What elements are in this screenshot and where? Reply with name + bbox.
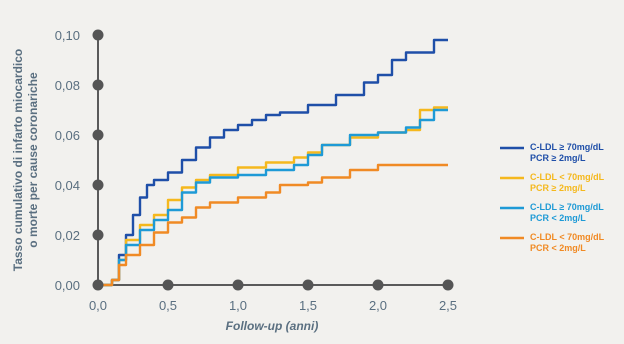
x-tick-label: 1,5 [299, 298, 317, 313]
y-tick-label: 0,10 [55, 28, 80, 43]
y-tick-dot [92, 29, 104, 41]
series-line-3 [98, 108, 448, 287]
y-tick-label: 0,08 [55, 78, 80, 93]
y-tick-label: 0,06 [55, 128, 80, 143]
series-line-1 [98, 38, 448, 287]
x-tick-label: 0,0 [89, 298, 107, 313]
y-tick-dot [92, 79, 104, 91]
tick-labels: 0,00 0,02 0,04 0,06 0,08 0,10 0,0 0,5 1,0 1,5 2,0 2… [55, 28, 457, 313]
legend-label-line2: PCR < 2mg/L [530, 243, 586, 253]
y-axis-title-line1: Tasso cumulativo di infarto miocardico [11, 49, 25, 272]
legend-label-line1: C-LDL < 70mg/dL [530, 232, 605, 242]
x-tick-dot [372, 279, 384, 291]
series-line-4 [98, 163, 448, 287]
legend-label-line1: C-LDL ≥ 70mg/dL [530, 142, 604, 152]
y-tick-dot [92, 279, 104, 291]
y-tick-dot [92, 229, 104, 241]
y-tick-label: 0,04 [55, 178, 80, 193]
y-tick-dot [92, 129, 104, 141]
legend-label-line1: C-LDL ≥ 70mg/dL [530, 202, 604, 212]
x-tick-dot [442, 279, 454, 291]
axes [97, 30, 453, 286]
y-axis-title-line2: o morte per cause coronariche [26, 72, 40, 248]
legend-label-line1: C-LDL < 70mg/dL [530, 172, 605, 182]
legend-label-line2: PCR ≥ 2mg/L [530, 153, 586, 163]
x-tick-label: 0,5 [159, 298, 177, 313]
tick-dots [92, 29, 454, 291]
x-tick-dot [162, 279, 174, 291]
x-tick-dot [302, 279, 314, 291]
x-tick-dot [232, 279, 244, 291]
x-tick-label: 1,0 [229, 298, 247, 313]
legend-label-line2: PCR < 2mg/L [530, 213, 586, 223]
y-tick-label: 0,02 [55, 228, 80, 243]
x-axis-title: Follow-up (anni) [226, 319, 319, 333]
series-lines [98, 38, 448, 287]
x-tick-label: 2,5 [439, 298, 457, 313]
y-tick-label: 0,00 [55, 278, 80, 293]
x-tick-label: 2,0 [369, 298, 387, 313]
y-tick-dot [92, 179, 104, 191]
legend-label-line2: PCR ≥ 2mg/L [530, 183, 586, 193]
series-line-2 [98, 106, 448, 287]
